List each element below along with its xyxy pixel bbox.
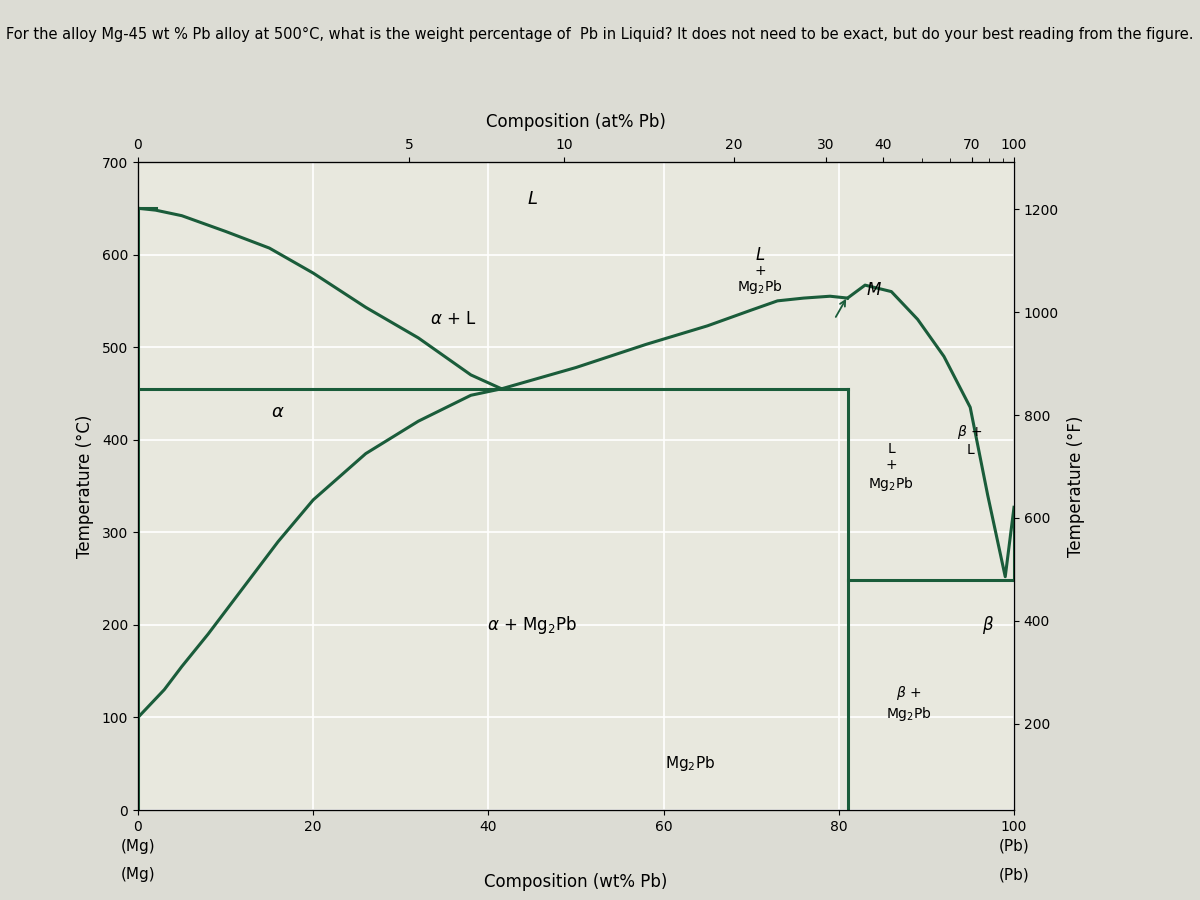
Text: L: L bbox=[755, 246, 764, 264]
Text: L
+
Mg$_2$Pb: L + Mg$_2$Pb bbox=[869, 442, 914, 493]
Text: $\alpha$: $\alpha$ bbox=[271, 403, 284, 421]
Text: $\beta$: $\beta$ bbox=[982, 614, 994, 636]
Text: For the alloy Mg-45 wt % Pb alloy at 500°C, what is the weight percentage of  Pb: For the alloy Mg-45 wt % Pb alloy at 500… bbox=[6, 27, 1194, 42]
X-axis label: Composition (wt% Pb): Composition (wt% Pb) bbox=[485, 873, 667, 891]
Text: $\alpha$ + Mg$_2$Pb: $\alpha$ + Mg$_2$Pb bbox=[487, 614, 577, 636]
Text: $\beta$ +
L: $\beta$ + L bbox=[958, 423, 983, 457]
Y-axis label: Temperature (°C): Temperature (°C) bbox=[76, 414, 94, 558]
Text: +: + bbox=[754, 265, 766, 278]
Text: $\beta$ +
Mg$_2$Pb: $\beta$ + Mg$_2$Pb bbox=[886, 684, 932, 723]
Text: $\alpha$ + L: $\alpha$ + L bbox=[430, 310, 476, 328]
Text: (Mg): (Mg) bbox=[121, 839, 155, 853]
Text: (Pb): (Pb) bbox=[998, 868, 1030, 882]
Y-axis label: Temperature (°F): Temperature (°F) bbox=[1067, 415, 1085, 557]
Text: L: L bbox=[527, 190, 538, 208]
X-axis label: Composition (at% Pb): Composition (at% Pb) bbox=[486, 113, 666, 131]
Text: Mg$_2$Pb: Mg$_2$Pb bbox=[737, 278, 782, 296]
Text: $M$: $M$ bbox=[866, 281, 882, 299]
Text: Mg$_2$Pb: Mg$_2$Pb bbox=[665, 754, 715, 773]
Text: (Mg): (Mg) bbox=[121, 868, 155, 882]
Text: (Pb): (Pb) bbox=[998, 839, 1030, 853]
